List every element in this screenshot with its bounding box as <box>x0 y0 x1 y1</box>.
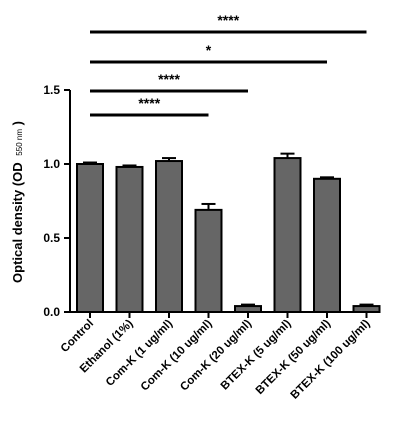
y-axis: 0.0 0.5 1.0 1.5 <box>43 83 71 319</box>
bar <box>155 160 183 313</box>
significance-annotations: ************* <box>90 12 367 117</box>
x-tick-label: Control <box>59 318 96 355</box>
y-tick-label: 0.0 <box>43 305 60 319</box>
y-axis-title-close: ) <box>10 121 25 125</box>
bar <box>194 208 223 314</box>
x-tick-label: BTEX-K (5 ug/ml) <box>219 318 294 393</box>
x-tick-label: BTEX-K (50 ug/ml) <box>254 318 334 398</box>
bar <box>273 157 302 313</box>
bar <box>313 177 341 313</box>
y-tick-label: 0.5 <box>43 231 60 245</box>
x-tick-label: Com-K (1 ug/ml) <box>104 318 175 389</box>
bar <box>115 165 144 313</box>
significance-label: **** <box>158 71 180 87</box>
y-axis-title-unit: 550 nm <box>15 129 24 156</box>
x-tick-label: Com-K (10 ug/ml) <box>139 318 215 394</box>
y-tick-label: 1.5 <box>43 83 60 97</box>
y-tick-label: 1.0 <box>43 157 60 171</box>
y-axis-title: Optical density (OD 550 nm ) <box>10 121 25 283</box>
bar <box>76 163 104 313</box>
significance-label: **** <box>217 12 239 28</box>
y-axis-title-main: Optical density (OD <box>10 162 25 283</box>
error-bars <box>83 152 374 307</box>
bars <box>76 157 381 314</box>
significance-label: * <box>206 42 212 58</box>
x-tick-label: Com-K (20 ug/ml) <box>178 318 254 394</box>
significance-label: **** <box>138 95 160 111</box>
x-tick-label: BTEX-K (100 ug/ml) <box>289 318 373 402</box>
